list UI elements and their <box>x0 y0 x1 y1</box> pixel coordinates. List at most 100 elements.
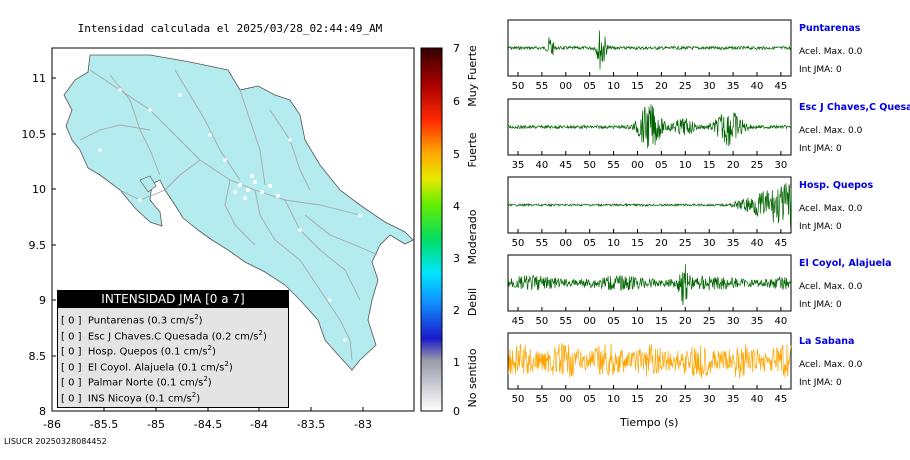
station-accel: Acel. Max. 0.0 <box>799 360 863 370</box>
colorbar-tick: 0 <box>453 405 460 418</box>
map-y-tick: 9.5 <box>29 239 47 252</box>
legend-accel: (0.1 cm/s <box>177 361 225 373</box>
time-tick-label: 50 <box>536 316 549 327</box>
colorbar-tick: 7 <box>453 42 460 55</box>
time-tick-label: 35 <box>727 81 740 92</box>
time-tick-label: 50 <box>512 238 525 249</box>
time-tick-label: 20 <box>655 394 668 405</box>
time-tick-label: 15 <box>631 81 644 92</box>
time-tick-label: 05 <box>607 316 620 327</box>
legend-close: ) <box>196 392 201 404</box>
time-tick-label: 00 <box>559 394 572 405</box>
time-tick-label: 55 <box>559 316 572 327</box>
time-tick-label: 05 <box>583 238 596 249</box>
time-tick-label: 40 <box>775 316 788 327</box>
time-tick-label: 10 <box>607 394 620 405</box>
map-x-tick: -85 <box>147 418 165 431</box>
map-x-tick: -83 <box>354 418 372 431</box>
map-x-tick: -85.5 <box>90 418 118 431</box>
colorbar-label: Muy Fuerte <box>466 45 479 107</box>
time-tick-label: 45 <box>775 238 788 249</box>
legend-close: ) <box>211 346 216 358</box>
legend-row: [ 0 ] Esc J Chaves.C Quesada (0.2 cm/s2) <box>61 329 267 342</box>
time-tick-label: 10 <box>607 238 620 249</box>
legend-station: Hosp. Quepos <box>87 346 158 358</box>
time-tick-label: 35 <box>751 316 764 327</box>
time-tick-label: 15 <box>631 238 644 249</box>
legend-level: [ 0 ] <box>61 361 82 373</box>
colorbar-tick: 4 <box>453 200 460 213</box>
legend-station: El Coyol. Alajuela <box>87 361 175 373</box>
legend-unit-exp: 2 <box>258 328 263 337</box>
legend-close: ) <box>198 315 203 327</box>
colorbar-tick: 6 <box>453 95 460 108</box>
legend-row: [ 0 ] El Coyol. Alajuela (0.1 cm/s2) <box>61 360 233 373</box>
station-accel: Acel. Max. 0.0 <box>799 204 863 214</box>
time-tick-label: 45 <box>559 160 572 171</box>
time-tick-label: 10 <box>631 316 644 327</box>
seismogram-panel: 50 55 00 05 10 15 20 25 30 35 40 45 <box>507 19 792 92</box>
map-title: Intensidad calculada el 2025/03/28_02:44… <box>77 22 383 35</box>
intensity-colorbar <box>420 47 443 412</box>
time-tick-label: 30 <box>727 316 740 327</box>
colorbar-tick: 3 <box>453 252 460 265</box>
map-x-tick: -83.5 <box>297 418 325 431</box>
time-tick-label: 15 <box>703 160 716 171</box>
colorbar-label: Fuerte <box>466 132 479 167</box>
colorbar-label: No sentido <box>466 348 479 407</box>
time-tick-label: 50 <box>512 81 525 92</box>
time-tick-label: 30 <box>775 160 788 171</box>
legend-level: [ 0 ] <box>61 377 82 389</box>
footer-id: LISUCR 20250328084452 <box>4 437 107 446</box>
map-y-tick: 10 <box>32 183 46 196</box>
legend-unit-exp: 2 <box>224 359 229 368</box>
time-tick-label: 05 <box>583 81 596 92</box>
legend-unit-exp: 2 <box>194 313 199 321</box>
legend-close: ) <box>207 377 212 389</box>
seismogram-trace <box>507 183 792 228</box>
legend-close: ) <box>262 330 267 342</box>
time-tick-label: 25 <box>679 238 692 249</box>
costa-rica-land <box>63 54 414 371</box>
time-tick-label: 05 <box>583 394 596 405</box>
seismogram-xlabel: Tiempo (s) <box>620 416 679 429</box>
legend-unit-exp: 2 <box>203 375 208 383</box>
seismogram-trace <box>507 30 792 70</box>
colorbar-label: Moderado <box>466 209 479 264</box>
time-tick-label: 20 <box>727 160 740 171</box>
legend-station: INS Nicoya <box>87 392 142 404</box>
map-x-tick: -84.5 <box>194 418 222 431</box>
legend-level: [ 0 ] <box>61 330 82 342</box>
legend-accel: (0.1 cm/s <box>160 346 208 358</box>
seismogram-panels: 50 55 00 05 10 15 20 25 30 35 40 45 35 40 45 50 55 00 05 10… <box>507 19 792 405</box>
legend-title: INTENSIDAD JMA [0 a 7] <box>57 290 289 308</box>
seismogram-panel: 50 55 00 05 10 15 20 25 30 35 40 45 <box>507 332 792 405</box>
legend-row: [ 0 ] Puntarenas (0.3 cm/s2) <box>61 313 203 326</box>
station-intensity: Int JMA: 0 <box>799 65 842 75</box>
time-tick-label: 25 <box>679 81 692 92</box>
map-y-tick: 9 <box>39 294 46 307</box>
legend-unit-exp: 2 <box>207 344 212 352</box>
time-tick-label: 20 <box>655 238 668 249</box>
intensity-legend <box>57 290 289 408</box>
time-tick-label: 00 <box>583 316 596 327</box>
map-y-tick: 11 <box>32 72 46 85</box>
legend-station: Esc J Chaves.C Quesada <box>87 330 209 342</box>
legend-close: ) <box>228 361 233 373</box>
time-tick-label: 05 <box>655 160 668 171</box>
seismogram-trace <box>507 104 792 149</box>
road-network <box>79 69 379 361</box>
legend-station: Palmar Norte <box>87 377 154 389</box>
station-intensity: Int JMA: 0 <box>799 222 842 232</box>
legend-row: [ 0 ] INS Nicoya (0.1 cm/s2) <box>61 391 200 404</box>
time-tick-label: 30 <box>703 81 716 92</box>
legend-level: [ 0 ] <box>61 346 82 358</box>
station-name: Esc J Chaves,C Quesada <box>799 102 910 113</box>
map-x-tick: -86 <box>43 418 61 431</box>
seismogram-trace <box>507 264 792 306</box>
time-tick-label: 10 <box>607 81 620 92</box>
station-accel: Acel. Max. 0.0 <box>799 47 863 57</box>
time-tick-label: 55 <box>536 394 549 405</box>
time-tick-label: 40 <box>751 81 764 92</box>
time-tick-label: 35 <box>512 160 525 171</box>
